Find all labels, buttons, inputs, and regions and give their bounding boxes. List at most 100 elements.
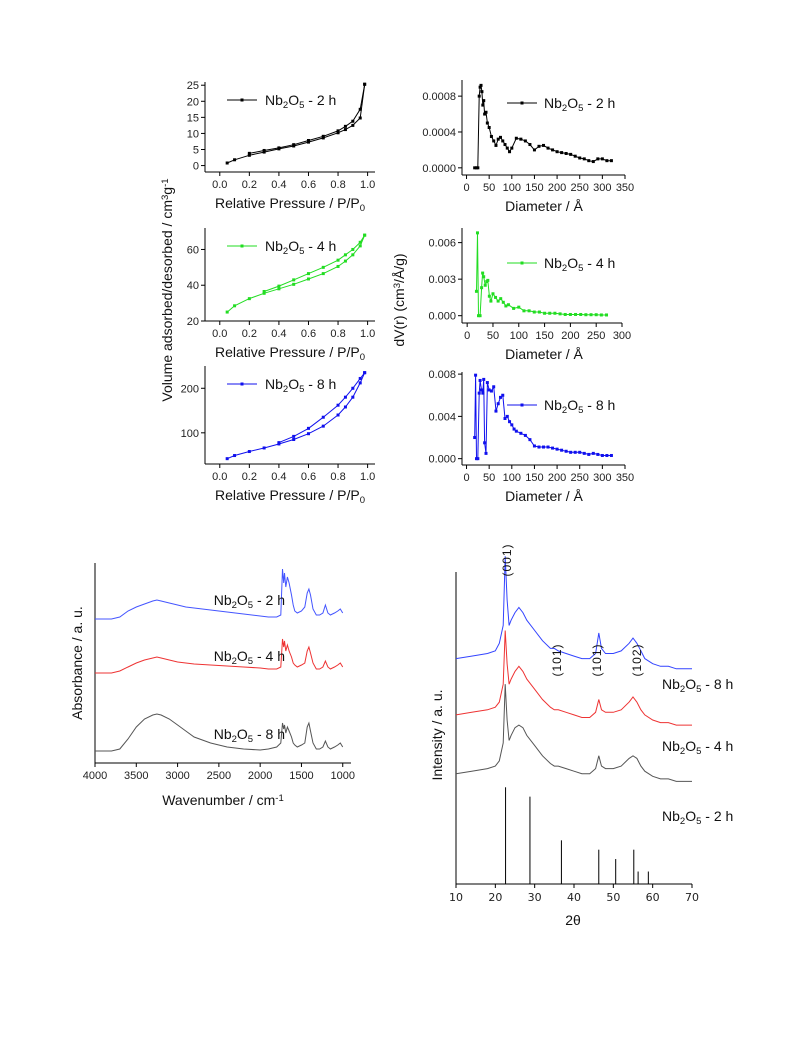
y-tick-label: 0.004: [428, 411, 456, 423]
x-tick-label: 50: [483, 472, 495, 484]
x-tick-label: 150: [525, 472, 543, 484]
series-label-part: O: [237, 648, 248, 664]
data-point: [233, 158, 237, 162]
x-axis-label: Relative Pressure / P/P0: [215, 195, 365, 214]
y-tick-label: 0.000: [428, 311, 456, 323]
series-label: Nb2O5 - 4 h: [214, 648, 285, 667]
series-line: [95, 638, 344, 674]
data-point: [492, 385, 496, 389]
y-tick-label: 40: [187, 280, 199, 292]
legend-label-part: 2: [562, 263, 567, 274]
data-point: [482, 377, 486, 381]
y-axis-label-volume-part: 3: [160, 195, 171, 200]
data-point: [543, 311, 547, 315]
data-point: [594, 313, 598, 317]
data-point: [277, 284, 281, 288]
data-point: [578, 156, 582, 160]
data-point: [574, 312, 578, 316]
y-axis-label-volume-part: Volume adsorbed/desorbed / cm: [159, 200, 175, 402]
y-tick-label: 10: [187, 128, 199, 140]
data-point: [262, 291, 266, 295]
series-label-part: - 8 h: [701, 676, 733, 692]
data-point: [277, 441, 281, 445]
y-axis-label-dv-part: 3: [392, 283, 403, 288]
series-label: Nb2O5 - 2 h: [214, 592, 285, 611]
data-point: [343, 124, 347, 128]
data-point: [343, 253, 347, 257]
x-tick-label: 200: [561, 330, 579, 342]
data-point: [475, 231, 479, 235]
legend-label-part: - 4 h: [583, 255, 615, 271]
data-point: [569, 450, 573, 454]
legend-label-part: 5: [578, 103, 583, 114]
data-point: [494, 409, 498, 413]
series-label-part: O: [685, 738, 696, 754]
series-line: [95, 713, 344, 752]
y-tick-label: 0.003: [428, 274, 456, 286]
data-point: [560, 151, 564, 155]
x-tick-label: 0.6: [301, 328, 316, 340]
y-tick-label: 0.0000: [422, 163, 456, 175]
data-point: [568, 312, 572, 316]
data-point: [596, 157, 600, 161]
data-point: [510, 423, 514, 427]
data-point: [233, 454, 237, 458]
series-label-part: 5: [248, 600, 253, 611]
data-point: [489, 389, 493, 393]
x-tick-label: 50: [483, 182, 495, 194]
legend-label-part: O: [288, 238, 299, 254]
data-point: [321, 424, 325, 428]
legend-label-part: - 2 h: [304, 92, 336, 108]
y-axis-label-volume: Volume adsorbed/desorbed / cm3g-1: [159, 178, 175, 401]
data-point: [496, 299, 500, 303]
data-point: [306, 426, 310, 430]
legend-label-part: 5: [578, 263, 583, 274]
data-point: [564, 151, 568, 155]
x-tick-label: 350: [616, 182, 634, 194]
data-point: [262, 150, 266, 154]
data-point: [558, 312, 562, 316]
data-point: [343, 405, 347, 409]
x-tick-label: 250: [571, 472, 589, 484]
series-label-part: O: [685, 676, 696, 692]
series-line: [476, 232, 607, 317]
series-label: Nb2O5 - 4 h: [662, 738, 733, 757]
data-point: [503, 417, 507, 420]
data-point: [487, 388, 491, 392]
data-point: [527, 309, 531, 313]
y-axis-label-dv-part: dV(r) (cm: [391, 288, 407, 346]
x-axis-label-part: -1: [275, 793, 283, 804]
legend-label-part: 2: [283, 384, 288, 395]
data-point: [555, 447, 559, 451]
y-tick-label: 60: [187, 244, 199, 256]
data-point: [225, 161, 229, 165]
series-label-part: - 4 h: [253, 648, 285, 664]
data-point: [505, 146, 509, 150]
data-point: [306, 272, 310, 276]
data-point: [247, 153, 251, 157]
x-tick-label: 150: [525, 182, 543, 194]
data-point: [343, 395, 347, 399]
x-tick-label: 300: [613, 330, 631, 342]
data-point: [501, 139, 505, 143]
x-tick-label: 0: [463, 182, 469, 194]
data-point: [596, 452, 600, 456]
series-label-part: Nb: [214, 726, 232, 742]
data-point: [247, 151, 251, 155]
x-tick-label: 200: [548, 182, 566, 194]
data-point: [532, 148, 536, 152]
x-axis-label: 2θ: [565, 912, 581, 928]
y-axis-label-absorbance-part: Absorbance / a. u.: [69, 606, 85, 720]
data-point: [483, 112, 487, 116]
data-point: [489, 299, 493, 303]
data-point: [336, 413, 340, 417]
data-point: [358, 244, 362, 248]
series-label-part: O: [237, 592, 248, 608]
data-point: [537, 445, 541, 449]
x-tick-label: 30: [528, 891, 542, 904]
data-point: [351, 119, 355, 123]
y-tick-label: 0.000: [428, 454, 456, 466]
legend-label: Nb2O5 - 2 h: [265, 92, 336, 111]
